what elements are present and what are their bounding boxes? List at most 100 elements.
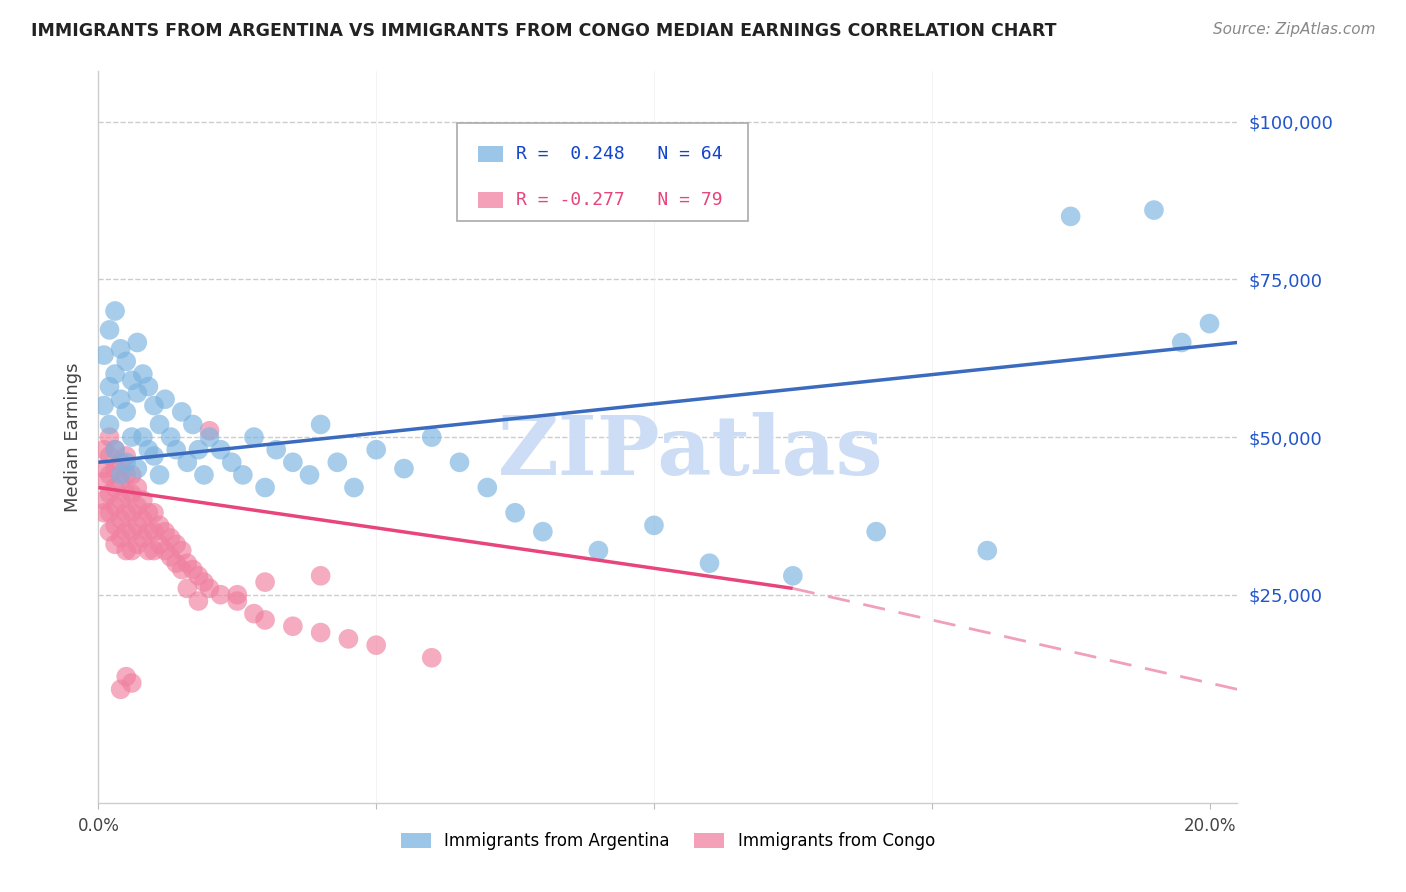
Point	[104, 442, 127, 457]
Point	[115, 449, 138, 463]
Text: R =  0.248   N = 64: R = 0.248 N = 64	[516, 145, 723, 163]
Point	[165, 556, 187, 570]
Point	[98, 417, 121, 432]
Point	[366, 638, 388, 652]
Point	[643, 518, 665, 533]
Point	[176, 582, 198, 596]
Point	[127, 335, 149, 350]
Point	[153, 524, 176, 539]
Point	[148, 518, 170, 533]
Point	[121, 487, 143, 501]
Point	[143, 543, 166, 558]
Point	[176, 556, 198, 570]
Point	[138, 442, 160, 457]
Point	[420, 650, 443, 665]
Point	[115, 487, 138, 501]
Point	[281, 455, 304, 469]
Point	[298, 467, 321, 482]
Point	[115, 506, 138, 520]
Point	[309, 417, 332, 432]
Point	[159, 549, 181, 564]
Point	[143, 399, 166, 413]
Point	[221, 455, 243, 469]
Point	[198, 582, 221, 596]
Point	[254, 481, 277, 495]
Point	[392, 461, 415, 475]
Point	[1198, 317, 1220, 331]
Text: Source: ZipAtlas.com: Source: ZipAtlas.com	[1212, 22, 1375, 37]
Point	[193, 575, 215, 590]
Point	[143, 524, 166, 539]
Point	[420, 430, 443, 444]
Point	[127, 386, 149, 401]
Point	[127, 461, 149, 475]
Point	[209, 588, 232, 602]
Point	[121, 524, 143, 539]
Point	[143, 506, 166, 520]
Point	[98, 506, 121, 520]
Point	[110, 493, 132, 508]
Text: IMMIGRANTS FROM ARGENTINA VS IMMIGRANTS FROM CONGO MEDIAN EARNINGS CORRELATION C: IMMIGRANTS FROM ARGENTINA VS IMMIGRANTS …	[31, 22, 1056, 40]
Point	[115, 670, 138, 684]
Point	[127, 518, 149, 533]
Point	[153, 543, 176, 558]
Point	[187, 442, 209, 457]
Point	[132, 367, 155, 381]
Point	[93, 442, 115, 457]
Point	[503, 506, 526, 520]
Point	[243, 607, 266, 621]
Point	[93, 493, 115, 508]
Point	[148, 537, 170, 551]
Point	[121, 676, 143, 690]
Point	[110, 682, 132, 697]
Point	[1170, 335, 1192, 350]
Point	[143, 449, 166, 463]
Point	[531, 524, 554, 539]
Point	[115, 455, 138, 469]
Point	[115, 467, 138, 482]
Point	[1143, 203, 1166, 218]
Y-axis label: Median Earnings: Median Earnings	[63, 362, 82, 512]
Point	[1059, 210, 1081, 224]
Point	[98, 379, 121, 393]
Point	[132, 512, 155, 526]
Text: ZIPatlas: ZIPatlas	[498, 412, 883, 491]
Point	[98, 323, 121, 337]
Point	[93, 474, 115, 488]
Point	[976, 543, 998, 558]
Bar	[478, 192, 503, 208]
Point	[198, 424, 221, 438]
Point	[198, 430, 221, 444]
Point	[104, 442, 127, 457]
Point	[254, 613, 277, 627]
Point	[115, 543, 138, 558]
Point	[98, 467, 121, 482]
Point	[366, 442, 388, 457]
Point	[110, 467, 132, 482]
Point	[121, 506, 143, 520]
Point	[138, 524, 160, 539]
Point	[115, 524, 138, 539]
Point	[110, 455, 132, 469]
Point	[127, 500, 149, 514]
Point	[121, 430, 143, 444]
Bar	[478, 146, 503, 162]
Point	[343, 481, 366, 495]
Point	[110, 512, 132, 526]
Point	[782, 569, 804, 583]
Point	[104, 367, 127, 381]
Point	[165, 442, 187, 457]
Point	[148, 467, 170, 482]
Point	[449, 455, 471, 469]
Point	[477, 481, 499, 495]
Point	[588, 543, 610, 558]
Point	[98, 449, 121, 463]
Point	[176, 455, 198, 469]
Point	[104, 461, 127, 475]
Point	[181, 417, 204, 432]
Point	[187, 569, 209, 583]
Point	[226, 588, 249, 602]
Point	[153, 392, 176, 407]
Point	[93, 399, 115, 413]
Point	[209, 442, 232, 457]
